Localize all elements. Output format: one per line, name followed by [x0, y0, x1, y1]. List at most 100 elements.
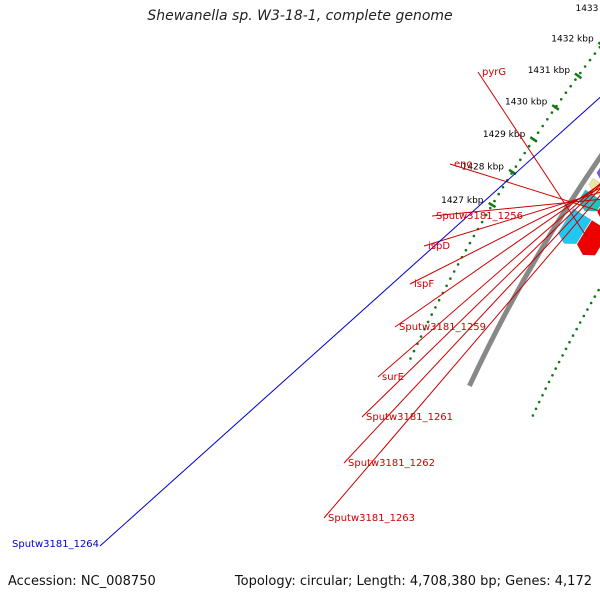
ring-dot [583, 65, 587, 68]
gene-label: Sputw3181_1256 [436, 211, 523, 222]
map-title: Shewanella sp. W3-18-1, complete genome [147, 8, 453, 24]
gene-label: Sputw3181_1261 [366, 412, 453, 423]
gene-label: surE [382, 372, 404, 383]
cds-block [576, 219, 600, 256]
gene-block [596, 167, 600, 180]
label-leader [423, 191, 600, 247]
tick-mark [551, 104, 560, 111]
ring-dot [569, 84, 572, 88]
ring-dot [537, 400, 541, 404]
ring-dot [536, 131, 540, 134]
ring-dot [586, 308, 589, 311]
ring-dot [437, 298, 441, 302]
ring-dot [527, 144, 531, 148]
ring-dot [452, 270, 456, 273]
label-leaders [99, 71, 600, 547]
ring-dot [541, 394, 544, 397]
ring-dot [546, 118, 549, 121]
ring-dot [484, 213, 488, 217]
ring-dot [561, 354, 564, 357]
tick-label: 1427 kbp [441, 196, 484, 206]
ring-dot [480, 220, 484, 224]
ring-dot [493, 199, 496, 203]
tick-label: 1433 kbp [575, 4, 600, 14]
ring-dot [579, 71, 582, 75]
gene-label: ispD [428, 241, 450, 252]
ring-dot [571, 334, 575, 337]
ring-dot [578, 321, 582, 324]
ring-dot [449, 277, 452, 280]
ring-dot [426, 320, 430, 324]
ring-dot [464, 248, 468, 252]
ring-dot [531, 414, 535, 417]
ring-dot [412, 349, 416, 353]
label-leader [323, 194, 600, 519]
ring-dot [564, 91, 568, 94]
ring-dot [589, 301, 593, 305]
label-leader [409, 187, 600, 285]
ring-dot [554, 367, 557, 370]
gene-label: Sputw3181_1263 [328, 513, 415, 524]
label-leader [449, 163, 600, 212]
gene-labels: pyrG eno Sputw3181_1256 ispD ispF Sputw3181_1… [12, 67, 523, 550]
tick-label: 1430 kbp [505, 98, 548, 108]
ring-dot [489, 206, 492, 210]
label-leader [431, 198, 600, 217]
ring-dot [593, 295, 597, 298]
tick-label: 1428 kbp [462, 163, 505, 173]
ring-dot [541, 124, 544, 128]
ring-dot [593, 52, 597, 55]
tick-mark [529, 136, 538, 143]
ring-dot [534, 407, 538, 411]
label-leader [99, 96, 600, 547]
gene-block [588, 177, 600, 196]
label-leader [377, 183, 600, 378]
ring-dot [550, 111, 554, 114]
ring-dot [564, 347, 568, 351]
tick-labels: 1427 kbp 1428 kbp 1429 kbp 1430 kbp 1431 kbp… [441, 4, 600, 206]
ring-dot [588, 58, 592, 62]
label-leader [343, 188, 600, 464]
ring-dot [497, 192, 501, 196]
inner-dotted-ring [531, 288, 600, 417]
outer-dotted-ring [409, 45, 600, 360]
ring-dot [472, 234, 476, 238]
cds-track [576, 207, 600, 256]
ring-dot [430, 313, 434, 316]
ring-dot [557, 360, 561, 364]
ring-dot [468, 241, 472, 245]
ring-dot [419, 335, 423, 338]
ring-dot [514, 165, 518, 168]
topology-summary: Topology: circular; Length: 4,708,380 bp… [234, 574, 592, 589]
backbone-arc [467, 153, 600, 387]
label-leader [394, 183, 600, 328]
ring-dot [409, 357, 412, 360]
tick-mark [597, 41, 600, 46]
tick-label: 1429 kbp [483, 130, 526, 140]
label-leader [477, 71, 588, 238]
ring-dot [575, 327, 578, 331]
ring-dot [568, 340, 571, 344]
tick-marks [488, 41, 600, 209]
ring-dot [544, 387, 547, 390]
gene-label: Sputw3181_1262 [348, 458, 435, 469]
accession-text: Accession: NC_008750 [8, 574, 156, 589]
ring-dot [559, 98, 563, 101]
tick-label: 1432 kbp [551, 35, 594, 45]
ring-dot [582, 314, 586, 318]
ring-dot [423, 327, 426, 331]
ring-dot [445, 284, 448, 288]
tick-mark [574, 72, 583, 80]
label-leader [361, 184, 600, 418]
ring-dot [523, 151, 526, 155]
ring-dot [456, 263, 460, 266]
tick-mark [488, 201, 497, 209]
gene-label: pyrG [482, 67, 506, 78]
ring-dot [551, 374, 554, 377]
ring-dot [547, 380, 551, 384]
ring-dot [434, 306, 437, 309]
ring-dot [501, 185, 505, 189]
gene-label: ispF [414, 279, 434, 290]
ring-dot [574, 78, 577, 81]
